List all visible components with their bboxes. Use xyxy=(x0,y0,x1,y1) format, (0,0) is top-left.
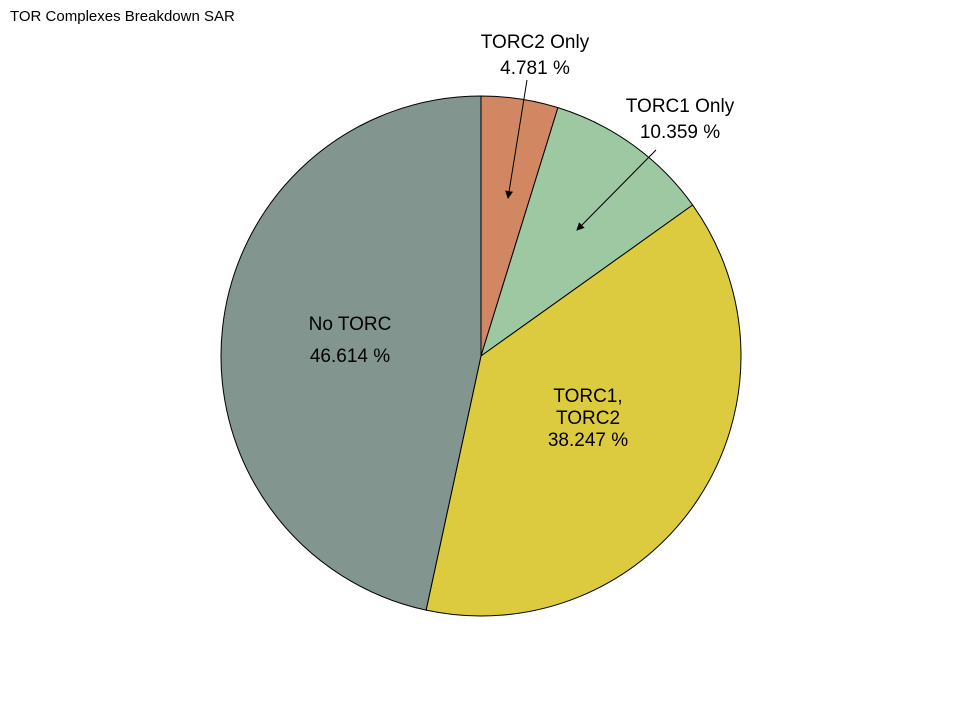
slice-label-torc1-torc2: TORC1, TORC2 xyxy=(553,386,622,429)
pie-slice-torc1-only xyxy=(480,107,694,358)
slice-label-no-torc: No TORC xyxy=(309,314,392,335)
slice-value-no-torc: 46.614 % xyxy=(310,346,390,367)
page-title: TOR Complexes Breakdown SAR xyxy=(10,8,235,25)
pie-slices xyxy=(220,95,742,617)
slice-value-torc1-torc2: 38.247 % xyxy=(548,430,628,451)
slice-labels: TORC2 Only 4.781 % TORC1 Only 10.359 % TORC1… xyxy=(309,32,735,451)
slice-value-torc1-only: 10.359 % xyxy=(640,122,720,143)
slice-label-torc1-only: TORC1 Only xyxy=(626,96,735,117)
pie-slice-torc1-torc2 xyxy=(425,204,742,617)
slice-label-torc2-only: TORC2 Only xyxy=(481,32,590,53)
callout-arrow-torc1-only xyxy=(576,149,657,231)
slice-value-torc2-only: 4.781 % xyxy=(500,58,570,79)
callout-arrows xyxy=(505,79,657,231)
pie-slice-no-torc xyxy=(220,95,482,611)
callout-arrow-torc2-only xyxy=(505,79,528,199)
